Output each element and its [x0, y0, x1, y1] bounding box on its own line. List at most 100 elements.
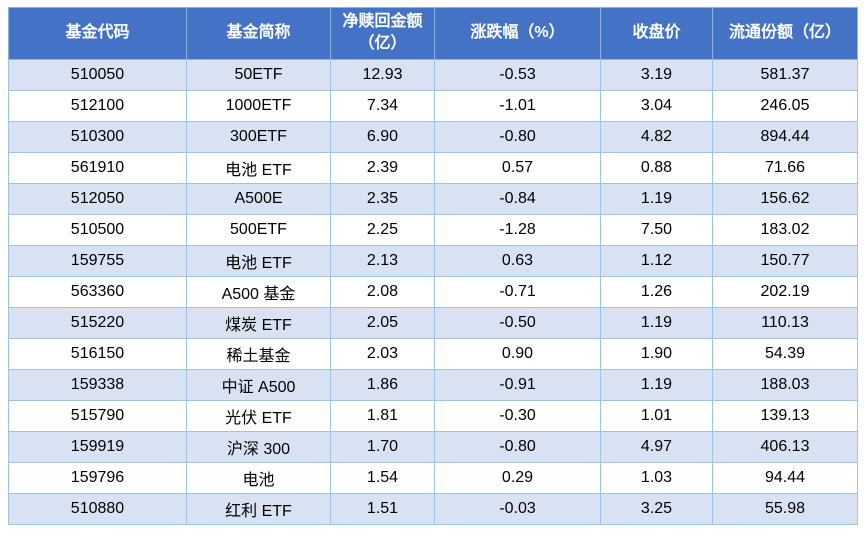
table-cell: 6.90 [330, 120, 435, 153]
table-cell: 94.44 [712, 461, 858, 494]
table-cell: 0.57 [434, 151, 601, 184]
table-cell: 156.62 [712, 182, 858, 215]
table-cell: -0.53 [434, 58, 601, 91]
table-cell: 7.50 [600, 213, 713, 246]
table-cell: 183.02 [712, 213, 858, 246]
table-row: 563360 A500 基金 2.08 -0.71 1.26 202.19 [8, 275, 858, 308]
table-cell: 515220 [8, 306, 187, 339]
table-cell: -0.71 [434, 275, 601, 308]
table-cell: -0.30 [434, 399, 601, 432]
table-cell: 510050 [8, 58, 187, 91]
table-cell: 0.88 [600, 151, 713, 184]
table-cell: -0.80 [434, 430, 601, 463]
table-cell: -0.84 [434, 182, 601, 215]
table-cell: 1.81 [330, 399, 435, 432]
table-cell: 561910 [8, 151, 187, 184]
table-cell: 516150 [8, 337, 187, 370]
table-cell: 3.04 [600, 89, 713, 122]
table-row: 159919 沪深 300 1.70 -0.80 4.97 406.13 [8, 430, 858, 463]
table-row: 159796 电池 1.54 0.29 1.03 94.44 [8, 461, 858, 494]
table-header-row: 基金代码 基金简称 净赎回金额 （亿） 涨跌幅（%） 收盘价 流通份额（亿） [8, 7, 858, 60]
table-cell: 0.29 [434, 461, 601, 494]
table-cell: 512100 [8, 89, 187, 122]
table-cell: 159338 [8, 368, 187, 401]
table-cell: 3.19 [600, 58, 713, 91]
table-cell: 0.90 [434, 337, 601, 370]
table-cell: 2.08 [330, 275, 435, 308]
table-cell: 电池 ETF [186, 244, 331, 277]
table-cell: -0.03 [434, 492, 601, 525]
table-cell: 2.13 [330, 244, 435, 277]
table-cell: 159755 [8, 244, 187, 277]
table-cell: 563360 [8, 275, 187, 308]
table-cell: 2.25 [330, 213, 435, 246]
table-cell: 1.12 [600, 244, 713, 277]
table-cell: -1.28 [434, 213, 601, 246]
table-cell: 1.86 [330, 368, 435, 401]
table-cell: 3.25 [600, 492, 713, 525]
table-cell: 2.35 [330, 182, 435, 215]
table-row: 561910 电池 ETF 2.39 0.57 0.88 71.66 [8, 151, 858, 184]
table-row: 159338 中证 A500 1.86 -0.91 1.19 188.03 [8, 368, 858, 401]
table-cell: 光伏 ETF [186, 399, 331, 432]
table-cell: 1.26 [600, 275, 713, 308]
table-cell: 12.93 [330, 58, 435, 91]
table-row: 510300 300ETF 6.90 -0.80 4.82 894.44 [8, 120, 858, 153]
table-cell: 1.19 [600, 182, 713, 215]
table-cell: 510500 [8, 213, 187, 246]
header-fund-code: 基金代码 [8, 7, 187, 60]
table-cell: 4.82 [600, 120, 713, 153]
table-cell: 54.39 [712, 337, 858, 370]
table-cell: 1.03 [600, 461, 713, 494]
table-cell: 1.01 [600, 399, 713, 432]
table-cell: 188.03 [712, 368, 858, 401]
table-cell: 4.97 [600, 430, 713, 463]
table-cell: 电池 [186, 461, 331, 494]
table-cell: 电池 ETF [186, 151, 331, 184]
table-cell: 110.13 [712, 306, 858, 339]
table-cell: A500E [186, 182, 331, 215]
table-cell: 0.63 [434, 244, 601, 277]
table-cell: 1.51 [330, 492, 435, 525]
table-cell: 515790 [8, 399, 187, 432]
table-cell: -1.01 [434, 89, 601, 122]
table-cell: 稀土基金 [186, 337, 331, 370]
table-row: 512050 A500E 2.35 -0.84 1.19 156.62 [8, 182, 858, 215]
table-cell: 50ETF [186, 58, 331, 91]
table-cell: 159796 [8, 461, 187, 494]
table-cell: 7.34 [330, 89, 435, 122]
table-cell: -0.80 [434, 120, 601, 153]
table-cell: 2.05 [330, 306, 435, 339]
table-cell: -0.50 [434, 306, 601, 339]
table-cell: 1.19 [600, 368, 713, 401]
table-cell: 581.37 [712, 58, 858, 91]
table-row: 510050 50ETF 12.93 -0.53 3.19 581.37 [8, 58, 858, 91]
table-row: 510500 500ETF 2.25 -1.28 7.50 183.02 [8, 213, 858, 246]
table-cell: 406.13 [712, 430, 858, 463]
header-fund-name: 基金简称 [186, 7, 331, 60]
table-cell: 中证 A500 [186, 368, 331, 401]
table-cell: -0.91 [434, 368, 601, 401]
table-body: 510050 50ETF 12.93 -0.53 3.19 581.37 512100 100… [8, 58, 858, 525]
table-cell: 159919 [8, 430, 187, 463]
header-close-price: 收盘价 [600, 7, 713, 60]
table-row: 516150 稀土基金 2.03 0.90 1.90 54.39 [8, 337, 858, 370]
table-row: 515220 煤炭 ETF 2.05 -0.50 1.19 110.13 [8, 306, 858, 339]
table-cell: 512050 [8, 182, 187, 215]
table-row: 512100 1000ETF 7.34 -1.01 3.04 246.05 [8, 89, 858, 122]
header-float-shares: 流通份额（亿） [712, 7, 858, 60]
table-cell: 150.77 [712, 244, 858, 277]
table-cell: 71.66 [712, 151, 858, 184]
table-cell: 2.39 [330, 151, 435, 184]
table-row: 159755 电池 ETF 2.13 0.63 1.12 150.77 [8, 244, 858, 277]
table-cell: 1.19 [600, 306, 713, 339]
table-cell: 510300 [8, 120, 187, 153]
table-cell: 246.05 [712, 89, 858, 122]
table-cell: 1.54 [330, 461, 435, 494]
table-cell: 1000ETF [186, 89, 331, 122]
table-cell: 202.19 [712, 275, 858, 308]
table-cell: 沪深 300 [186, 430, 331, 463]
table-row: 510880 红利 ETF 1.51 -0.03 3.25 55.98 [8, 492, 858, 525]
table-cell: 1.90 [600, 337, 713, 370]
